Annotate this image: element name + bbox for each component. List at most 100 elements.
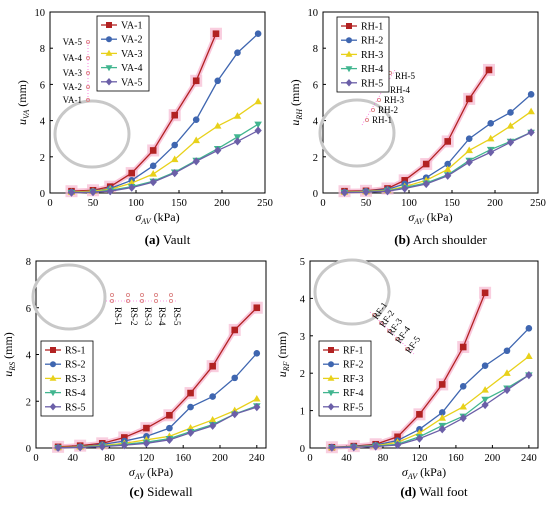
y-tick-label: 0 bbox=[40, 189, 45, 200]
x-tick-label: 100 bbox=[128, 198, 144, 209]
x-axis-title: σAV (kPa) bbox=[135, 210, 179, 226]
data-point bbox=[328, 443, 336, 452]
y-tick-label: 8 bbox=[40, 44, 45, 55]
data-point bbox=[383, 187, 392, 196]
data-point bbox=[362, 187, 370, 197]
legend-label: RF-5 bbox=[343, 402, 364, 413]
monitoring-point bbox=[386, 328, 392, 334]
monitoring-point bbox=[153, 292, 159, 298]
data-point bbox=[416, 411, 423, 418]
legend-swatch-marker bbox=[49, 390, 57, 397]
monitoring-point bbox=[371, 312, 377, 318]
data-point bbox=[465, 146, 473, 154]
data-point bbox=[128, 183, 136, 192]
chart-panel-1: 0 50 100 150 200 250 0 2 4 6 8 10 σAV (kPa) uVA (mm) V… bbox=[15, 8, 273, 247]
data-point bbox=[186, 428, 195, 437]
y-tick-label: 4 bbox=[26, 351, 32, 362]
x-tick-label: 250 bbox=[530, 198, 546, 209]
x-tick-label: 80 bbox=[104, 453, 115, 464]
monitoring-point bbox=[85, 39, 91, 45]
y-tick-label: 1 bbox=[300, 407, 305, 418]
y-tick-label: 6 bbox=[40, 80, 45, 91]
y-axis-title: uRF (mm) bbox=[275, 332, 291, 377]
monitoring-point bbox=[139, 298, 145, 304]
x-tick-label: 200 bbox=[214, 198, 230, 209]
data-point bbox=[192, 116, 200, 123]
data-point bbox=[438, 381, 446, 388]
data-point bbox=[231, 409, 239, 419]
legend-label: RH-3 bbox=[361, 50, 383, 61]
x-axis-title: σAV (kPa) bbox=[129, 465, 173, 481]
panel-caption: (a) Vault bbox=[145, 232, 191, 247]
y-axis-title: uRH (mm) bbox=[288, 79, 304, 125]
chart-panel-3: 0 40 80 120 160 200 240 0 2 4 6 8 σAV (kPa) uRS (mm) R… bbox=[1, 257, 267, 499]
chart-panel-4: 0 40 80 120 160 200 240 0 1 2 3 4 5 σAV (kPa) uRF (mm)… bbox=[275, 257, 539, 499]
x-axis-title: σAV (kPa) bbox=[408, 210, 452, 226]
monitoring-point bbox=[109, 292, 115, 298]
legend-label: RS-3 bbox=[65, 374, 86, 385]
monitoring-point bbox=[85, 70, 91, 76]
data-point bbox=[143, 424, 150, 432]
monitoring-point bbox=[404, 346, 410, 352]
x-tick-label: 80 bbox=[378, 453, 389, 464]
data-point bbox=[527, 91, 535, 98]
y-tick-label: 6 bbox=[313, 80, 318, 91]
tunnel-section bbox=[31, 263, 107, 331]
legend-swatch-marker bbox=[105, 78, 113, 86]
series-RF-5 bbox=[328, 370, 533, 452]
data-point bbox=[438, 409, 446, 416]
monitoring-point bbox=[378, 320, 384, 326]
monitoring-point-label: VA-4 bbox=[63, 53, 83, 63]
tunnel-section bbox=[318, 98, 396, 168]
legend-label: RF-1 bbox=[343, 346, 364, 357]
series-line bbox=[71, 129, 259, 194]
legend-swatch-marker bbox=[345, 79, 353, 87]
data-point bbox=[213, 122, 222, 129]
data-point bbox=[149, 178, 157, 187]
data-point bbox=[234, 49, 241, 57]
monitoring-point bbox=[125, 292, 131, 298]
data-point bbox=[415, 429, 424, 436]
x-tick-label: 0 bbox=[33, 453, 38, 464]
legend-swatch-marker bbox=[327, 374, 335, 381]
data-point bbox=[171, 111, 178, 119]
data-point bbox=[254, 121, 262, 129]
y-axis-title: uRS (mm) bbox=[1, 332, 17, 377]
monitoring-point bbox=[109, 298, 115, 304]
legend-swatch-marker bbox=[345, 50, 353, 57]
data-point bbox=[67, 188, 76, 197]
legend-label: RH-2 bbox=[361, 36, 383, 47]
series-line bbox=[344, 131, 532, 194]
data-point bbox=[465, 158, 473, 167]
plot-frame bbox=[309, 260, 539, 449]
x-tick-label: 250 bbox=[257, 198, 273, 209]
data-point bbox=[506, 122, 515, 129]
data-point bbox=[487, 120, 495, 127]
legend-label: RS-4 bbox=[65, 388, 86, 399]
chart-panel-2: 0 50 100 150 200 250 0 2 4 6 8 10 σAV (kPa) uRH (mm) R… bbox=[288, 8, 546, 247]
series-RH-5 bbox=[340, 128, 535, 197]
y-tick-label: 2 bbox=[300, 369, 305, 380]
data-point bbox=[481, 289, 489, 297]
monitoring-point-label: RS-3 bbox=[143, 307, 153, 326]
monitoring-point-label: RS-5 bbox=[172, 307, 182, 326]
y-tick-label: 8 bbox=[26, 257, 31, 268]
data-point bbox=[503, 369, 511, 376]
data-point bbox=[422, 160, 430, 168]
data-point bbox=[506, 138, 515, 147]
x-tick-label: 50 bbox=[361, 198, 372, 209]
legend-label: VA-4 bbox=[121, 63, 142, 74]
data-point bbox=[142, 439, 151, 448]
data-point bbox=[121, 434, 128, 441]
data-point bbox=[233, 137, 242, 146]
monitoring-point-label: RS-4 bbox=[157, 307, 167, 326]
y-tick-label: 2 bbox=[313, 153, 318, 164]
monitoring-point-label: RH-2 bbox=[378, 105, 398, 115]
data-point bbox=[444, 138, 451, 145]
plot-frame bbox=[49, 11, 266, 194]
x-tick-label: 200 bbox=[485, 453, 501, 464]
legend-swatch-marker bbox=[345, 66, 353, 73]
legend-swatch-marker bbox=[106, 22, 112, 28]
y-tick-label: 4 bbox=[300, 294, 306, 305]
legend-swatch-marker bbox=[327, 390, 335, 397]
